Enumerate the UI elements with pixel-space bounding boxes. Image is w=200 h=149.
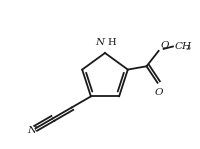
Text: O: O — [154, 88, 163, 97]
Text: CH: CH — [175, 42, 192, 51]
Text: H: H — [107, 38, 116, 47]
Text: N: N — [27, 126, 36, 135]
Text: N: N — [95, 38, 104, 47]
Text: 3: 3 — [185, 44, 190, 52]
Text: O: O — [161, 41, 169, 50]
